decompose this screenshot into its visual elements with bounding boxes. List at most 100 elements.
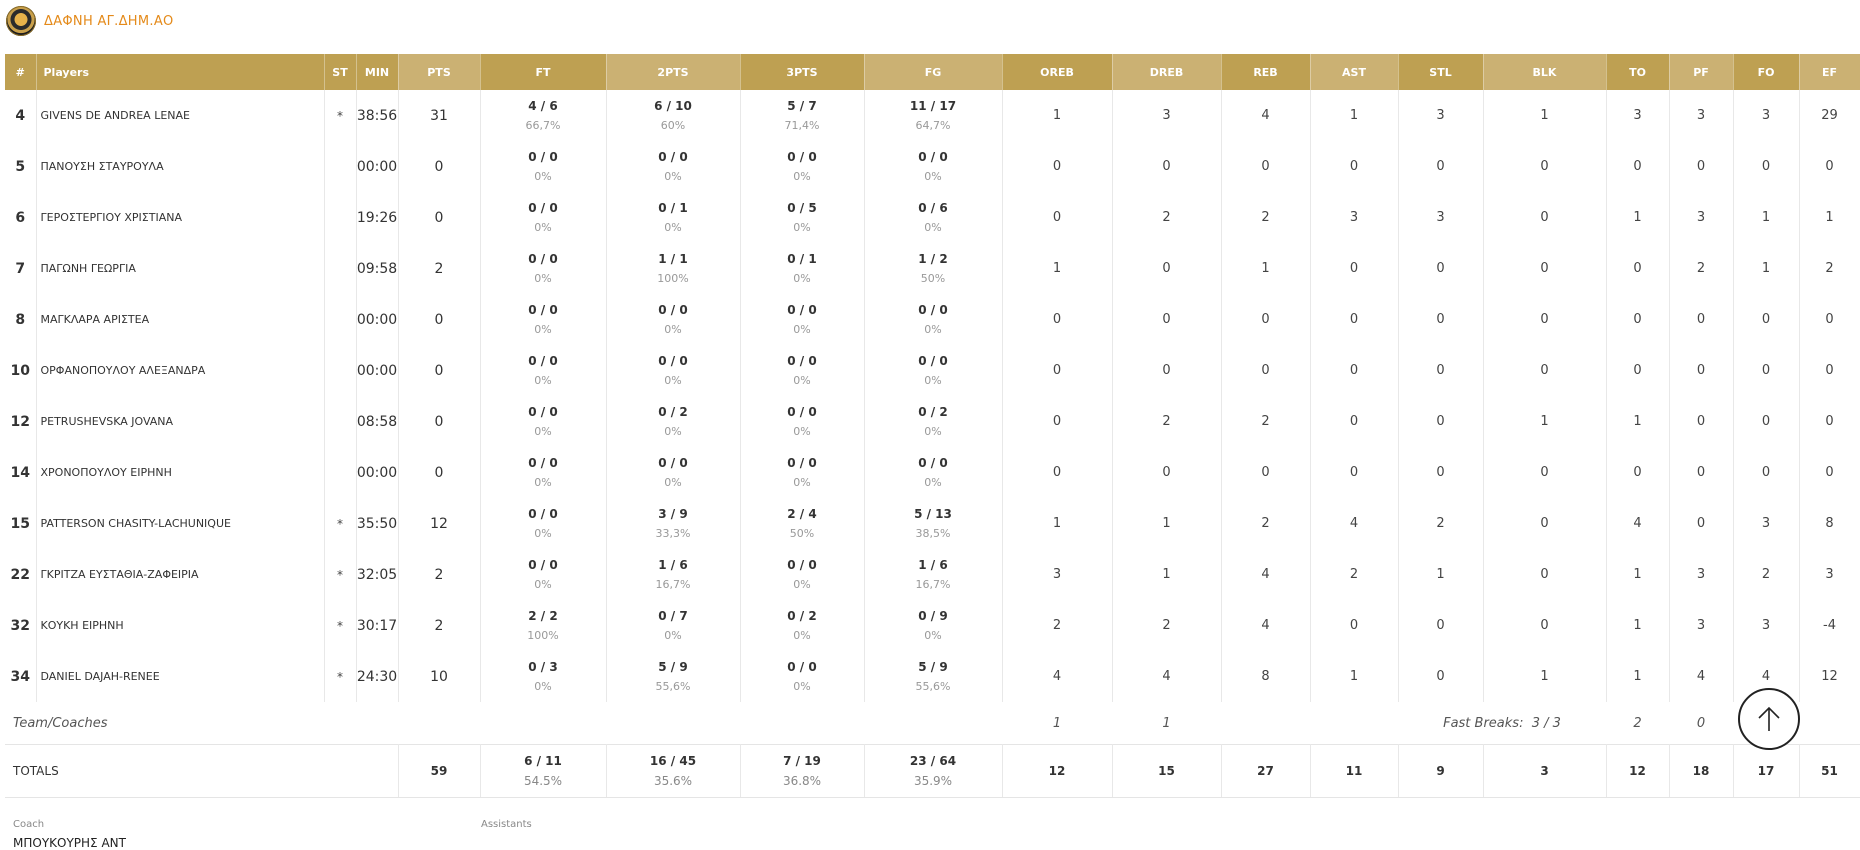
totals-fg-made: 23 / 64 <box>909 754 957 768</box>
stat-stl: 3 <box>1398 192 1484 243</box>
two-pointers-made: 0 / 0 <box>658 455 688 470</box>
stat-stl: 1 <box>1398 549 1484 600</box>
three-pointers: 0 / 0 0% <box>740 396 865 447</box>
free-throws-made: 0 / 0 <box>528 557 558 572</box>
field-goals: 1 / 2 50% <box>864 243 1003 294</box>
stat-fo: 2 <box>1733 549 1800 600</box>
player-number: 34 <box>5 651 37 702</box>
player-name[interactable]: ΠΑΝΟΥΣΗ ΣΤΑΥΡΟΥΛΑ <box>36 141 325 192</box>
stat-ef: -4 <box>1799 600 1860 651</box>
field-goals-pct: 16,7% <box>915 577 951 591</box>
player-name[interactable]: ΜΑΓΚΛΑΡΑ ΑΡΙΣΤΕΑ <box>36 294 325 345</box>
stat-pf: 4 <box>1669 651 1734 702</box>
player-name[interactable]: PETRUSHEVSKA JOVANA <box>36 396 325 447</box>
totals-fg: 23 / 64 35.9% <box>864 744 1003 798</box>
stat-to: 0 <box>1606 294 1670 345</box>
player-number: 8 <box>5 294 37 345</box>
free-throws-pct: 0% <box>534 220 552 234</box>
stat-to: 3 <box>1606 90 1670 141</box>
stat-to: 0 <box>1606 345 1670 396</box>
player-number: 32 <box>5 600 37 651</box>
starter-mark <box>324 243 357 294</box>
free-throws: 0 / 0 0% <box>480 141 607 192</box>
table-row: 34 DANIEL DAJAH-RENEE * 24:30 10 0 / 3 0% 5 / 9… <box>5 651 1860 702</box>
box-score-table-wrapper: # Players ST MIN PTS FT 2PTS 3PTS FG ORE… <box>5 54 1860 798</box>
three-pointers: 0 / 0 0% <box>740 345 865 396</box>
minutes: 19:26 <box>356 192 399 243</box>
stat-stl: 0 <box>1398 447 1484 498</box>
col-to: TO <box>1606 54 1670 90</box>
free-throws-pct: 0% <box>534 577 552 591</box>
col-ef: EF <box>1799 54 1860 90</box>
two-pointers-made: 0 / 0 <box>658 149 688 164</box>
points: 2 <box>398 600 481 651</box>
stat-oreb: 0 <box>1002 447 1113 498</box>
two-pointers-pct: 0% <box>664 220 682 234</box>
player-number: 7 <box>5 243 37 294</box>
totals-pts: 59 <box>398 744 481 798</box>
free-throws: 0 / 0 0% <box>480 549 607 600</box>
stat-to: 0 <box>1606 141 1670 192</box>
two-pointers-pct: 0% <box>664 322 682 336</box>
team-coaches-row: Team/Coaches 1 1 Fast Breaks: 3 / 3 2 0 <box>5 702 1860 745</box>
stat-ef: 8 <box>1799 498 1860 549</box>
player-name[interactable]: DANIEL DAJAH-RENEE <box>36 651 325 702</box>
stat-ast: 0 <box>1310 345 1399 396</box>
stat-dreb: 2 <box>1112 600 1222 651</box>
minutes: 00:00 <box>356 345 399 396</box>
three-pointers-pct: 0% <box>793 475 811 489</box>
player-name[interactable]: ΚΟΥΚΗ ΕΙΡΗΝΗ <box>36 600 325 651</box>
team-oreb: 1 <box>1052 715 1062 731</box>
minutes: 09:58 <box>356 243 399 294</box>
starter-mark <box>324 396 357 447</box>
stat-ast: 0 <box>1310 294 1399 345</box>
stat-blk: 1 <box>1483 651 1607 702</box>
stat-ast: 1 <box>1310 90 1399 141</box>
free-throws-made: 0 / 0 <box>528 353 558 368</box>
stat-oreb: 1 <box>1002 243 1113 294</box>
two-pointers: 1 / 1 100% <box>606 243 741 294</box>
totals-pf: 18 <box>1669 744 1734 798</box>
two-pointers-made: 0 / 2 <box>658 404 688 419</box>
team-name[interactable]: ΔΑΦΝΗ ΑΓ.ΔΗΜ.ΑΟ <box>44 13 174 29</box>
col-pf: PF <box>1669 54 1734 90</box>
stat-reb: 2 <box>1221 396 1311 447</box>
stat-pf: 0 <box>1669 447 1734 498</box>
stat-stl: 2 <box>1398 498 1484 549</box>
stat-dreb: 0 <box>1112 141 1222 192</box>
two-pointers: 0 / 1 0% <box>606 192 741 243</box>
stat-pf: 0 <box>1669 345 1734 396</box>
table-row: 6 ΓΕΡΟΣΤΕΡΓΙΟΥ ΧΡΙΣΤΙΑΝΑ 19:26 0 0 / 0 0% 0 / … <box>5 192 1860 243</box>
field-goals-pct: 0% <box>924 322 942 336</box>
stat-pf: 3 <box>1669 549 1734 600</box>
two-pointers: 0 / 0 0% <box>606 141 741 192</box>
player-number: 4 <box>5 90 37 141</box>
player-name[interactable]: PATTERSON CHASITY-LACHUNIQUE <box>36 498 325 549</box>
player-name[interactable]: GIVENS DE ANDREA LENAE <box>36 90 325 141</box>
minutes: 00:00 <box>356 447 399 498</box>
player-name[interactable]: ΧΡΟΝΟΠΟΥΛΟΥ ΕΙΡΗΝΗ <box>36 447 325 498</box>
three-pointers-pct: 0% <box>793 577 811 591</box>
stat-fo: 0 <box>1733 345 1800 396</box>
player-name[interactable]: ΓΚΡΙΤΖΑ ΕΥΣΤΑΘΙΑ-ΖΑΦΕΙΡΙΑ <box>36 549 325 600</box>
col-3pts: 3PTS <box>740 54 865 90</box>
points: 0 <box>398 345 481 396</box>
stat-ast: 0 <box>1310 447 1399 498</box>
player-name[interactable]: ΓΕΡΟΣΤΕΡΓΙΟΥ ΧΡΙΣΤΙΑΝΑ <box>36 192 325 243</box>
free-throws: 4 / 6 66,7% <box>480 90 607 141</box>
player-name[interactable]: ΟΡΦΑΝΟΠΟΥΛΟΥ ΑΛΕΞΑΝΔΡΑ <box>36 345 325 396</box>
points: 0 <box>398 447 481 498</box>
stat-fo: 0 <box>1733 396 1800 447</box>
stat-ast: 4 <box>1310 498 1399 549</box>
stat-pf: 3 <box>1669 90 1734 141</box>
scroll-to-top-button[interactable] <box>1738 688 1800 750</box>
stat-oreb: 2 <box>1002 600 1113 651</box>
three-pointers: 0 / 0 0% <box>740 447 865 498</box>
stat-ef: 0 <box>1799 396 1860 447</box>
table-row: 7 ΠΑΓΩΝΗ ΓΕΩΡΓΙΑ 09:58 2 0 / 0 0% 1 / 1 100% 0 /… <box>5 243 1860 294</box>
three-pointers-pct: 50% <box>789 526 815 540</box>
stat-reb: 0 <box>1221 294 1311 345</box>
player-name[interactable]: ΠΑΓΩΝΗ ΓΕΩΡΓΙΑ <box>36 243 325 294</box>
table-row: 15 PATTERSON CHASITY-LACHUNIQUE * 35:50 12 0 … <box>5 498 1860 549</box>
stat-pf: 0 <box>1669 498 1734 549</box>
